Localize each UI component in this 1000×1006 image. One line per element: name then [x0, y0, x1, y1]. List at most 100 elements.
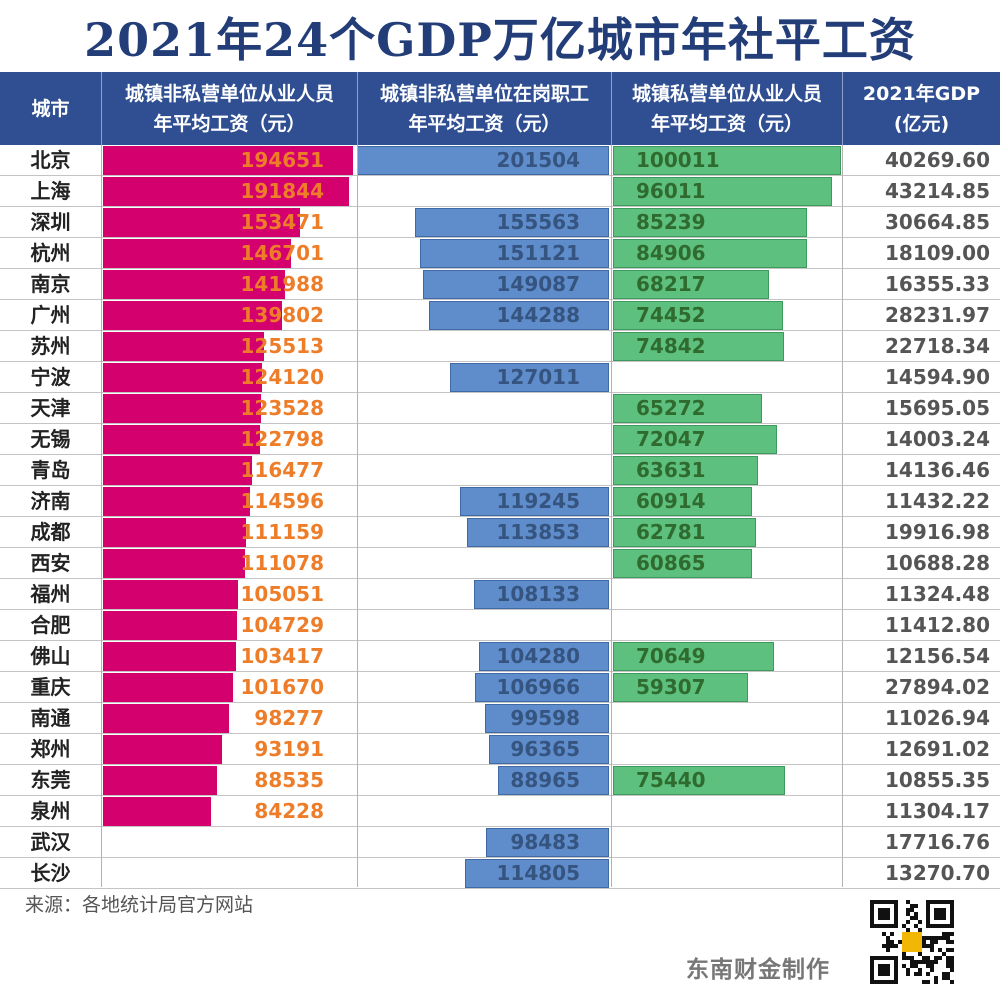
table-row: 青岛 116477 63631 14136.46: [0, 455, 1000, 486]
value-gdp: 13270.70: [884, 861, 990, 885]
bar-nonprivate-onpost: [415, 208, 609, 237]
header-col2-line2: 年平均工资（元）: [408, 112, 561, 135]
city-label: 宁波: [30, 365, 71, 389]
value-private: 74452: [636, 303, 706, 327]
value-gdp: 18109.00: [884, 241, 990, 265]
city-label: 泉州: [30, 799, 71, 823]
city-label: 郑州: [30, 737, 71, 761]
bar-nonprivate-employee: [103, 487, 250, 516]
bar-nonprivate-employee: [103, 518, 246, 547]
header-col3-line1: 城镇私营单位从业人员: [631, 82, 822, 105]
value-nonprivate-onpost: 144288: [496, 303, 581, 327]
value-nonprivate-employee: 84228: [254, 799, 324, 823]
value-nonprivate-employee: 139802: [240, 303, 325, 327]
value-nonprivate-onpost: 98483: [510, 830, 580, 854]
value-nonprivate-onpost: 106966: [496, 675, 581, 699]
value-gdp: 14003.24: [884, 427, 990, 451]
city-label: 苏州: [30, 334, 71, 358]
bar-nonprivate-employee: [103, 363, 262, 392]
value-nonprivate-employee: 124120: [240, 365, 325, 389]
value-private: 65272: [636, 396, 706, 420]
city-label: 济南: [30, 489, 71, 513]
bar-nonprivate-employee: [103, 177, 349, 206]
bar-nonprivate-onpost: [479, 642, 609, 671]
bar-private: [613, 487, 752, 516]
value-nonprivate-employee: 98277: [254, 706, 324, 730]
bar-nonprivate-employee: [103, 549, 245, 578]
city-label: 成都: [30, 520, 71, 544]
bar-nonprivate-employee: [103, 704, 229, 733]
table-row: 泉州 84228 11304.17: [0, 796, 1000, 827]
bar-nonprivate-employee: [103, 673, 233, 702]
column-divider: [101, 145, 102, 887]
bar-nonprivate-employee: [103, 394, 261, 423]
value-nonprivate-employee: 103417: [240, 644, 325, 668]
bar-nonprivate-employee: [103, 332, 264, 361]
city-label: 天津: [30, 396, 71, 420]
bar-nonprivate-employee: [103, 425, 260, 454]
city-label: 西安: [30, 551, 71, 575]
value-nonprivate-employee: 125513: [240, 334, 325, 358]
table-row: 长沙 114805 13270.70: [0, 858, 1000, 889]
value-nonprivate-onpost: 119245: [496, 489, 581, 513]
header-col1: 城镇非私营单位从业人员 年平均工资（元）: [102, 72, 358, 145]
table-row: 无锡 122798 72047 14003.24: [0, 424, 1000, 455]
city-label: 杭州: [30, 241, 71, 265]
bar-nonprivate-employee: [103, 146, 353, 175]
value-gdp: 11432.22: [884, 489, 990, 513]
bar-nonprivate-onpost: [498, 766, 609, 795]
value-gdp: 28231.97: [884, 303, 990, 327]
table-row: 佛山 103417 104280 70649 12156.54: [0, 641, 1000, 672]
source-note: 来源：各地统计局官方网站: [25, 894, 254, 916]
bar-private: [613, 177, 832, 206]
header-col4-line2: (亿元): [893, 112, 950, 135]
value-gdp: 19916.98: [884, 520, 990, 544]
header-col2: 城镇非私营单位在岗职工 年平均工资（元）: [358, 72, 612, 145]
bar-private: [613, 766, 785, 795]
bar-private: [613, 673, 748, 702]
bar-private: [613, 549, 752, 578]
table-row: 上海 191844 96011 43214.85: [0, 176, 1000, 207]
value-private: 84906: [636, 241, 706, 265]
value-private: 59307: [636, 675, 706, 699]
value-gdp: 10855.35: [884, 768, 990, 792]
value-private: 72047: [636, 427, 706, 451]
value-gdp: 11412.80: [884, 613, 990, 637]
bar-nonprivate-onpost: [486, 828, 609, 857]
value-nonprivate-employee: 116477: [240, 458, 325, 482]
value-private: 62781: [636, 520, 706, 544]
value-private: 60914: [636, 489, 706, 513]
bar-private: [613, 146, 841, 175]
bar-nonprivate-onpost: [467, 518, 609, 547]
city-label: 东莞: [30, 768, 71, 792]
value-nonprivate-employee: 104729: [240, 613, 325, 637]
bar-nonprivate-employee: [103, 766, 217, 795]
bar-nonprivate-onpost: [460, 487, 609, 516]
bar-private: [613, 642, 774, 671]
bar-nonprivate-employee: [103, 642, 236, 671]
value-gdp: 22718.34: [884, 334, 990, 358]
bar-nonprivate-onpost: [485, 704, 609, 733]
bar-nonprivate-employee: [103, 301, 282, 330]
header-col4-line1: 2021年GDP: [862, 82, 981, 105]
bar-nonprivate-employee: [103, 797, 211, 826]
bar-nonprivate-onpost: [465, 859, 609, 888]
header-col3-line2: 年平均工资（元）: [650, 112, 803, 135]
value-gdp: 14594.90: [884, 365, 990, 389]
table-row: 南通 98277 99598 11026.94: [0, 703, 1000, 734]
value-private: 70649: [636, 644, 706, 668]
bar-private: [613, 270, 769, 299]
column-divider: [611, 145, 612, 887]
value-nonprivate-onpost: 127011: [496, 365, 581, 389]
bar-nonprivate-employee: [103, 580, 238, 609]
table-row: 济南 114596 119245 60914 11432.22: [0, 486, 1000, 517]
value-gdp: 10688.28: [884, 551, 990, 575]
bar-private: [613, 239, 807, 268]
value-nonprivate-onpost: 108133: [496, 582, 581, 606]
bar-nonprivate-employee: [103, 456, 252, 485]
value-gdp: 30664.85: [884, 210, 990, 234]
value-gdp: 43214.85: [884, 179, 990, 203]
value-nonprivate-employee: 111078: [240, 551, 325, 575]
bar-nonprivate-onpost: [429, 301, 609, 330]
bar-nonprivate-onpost: [420, 239, 609, 268]
